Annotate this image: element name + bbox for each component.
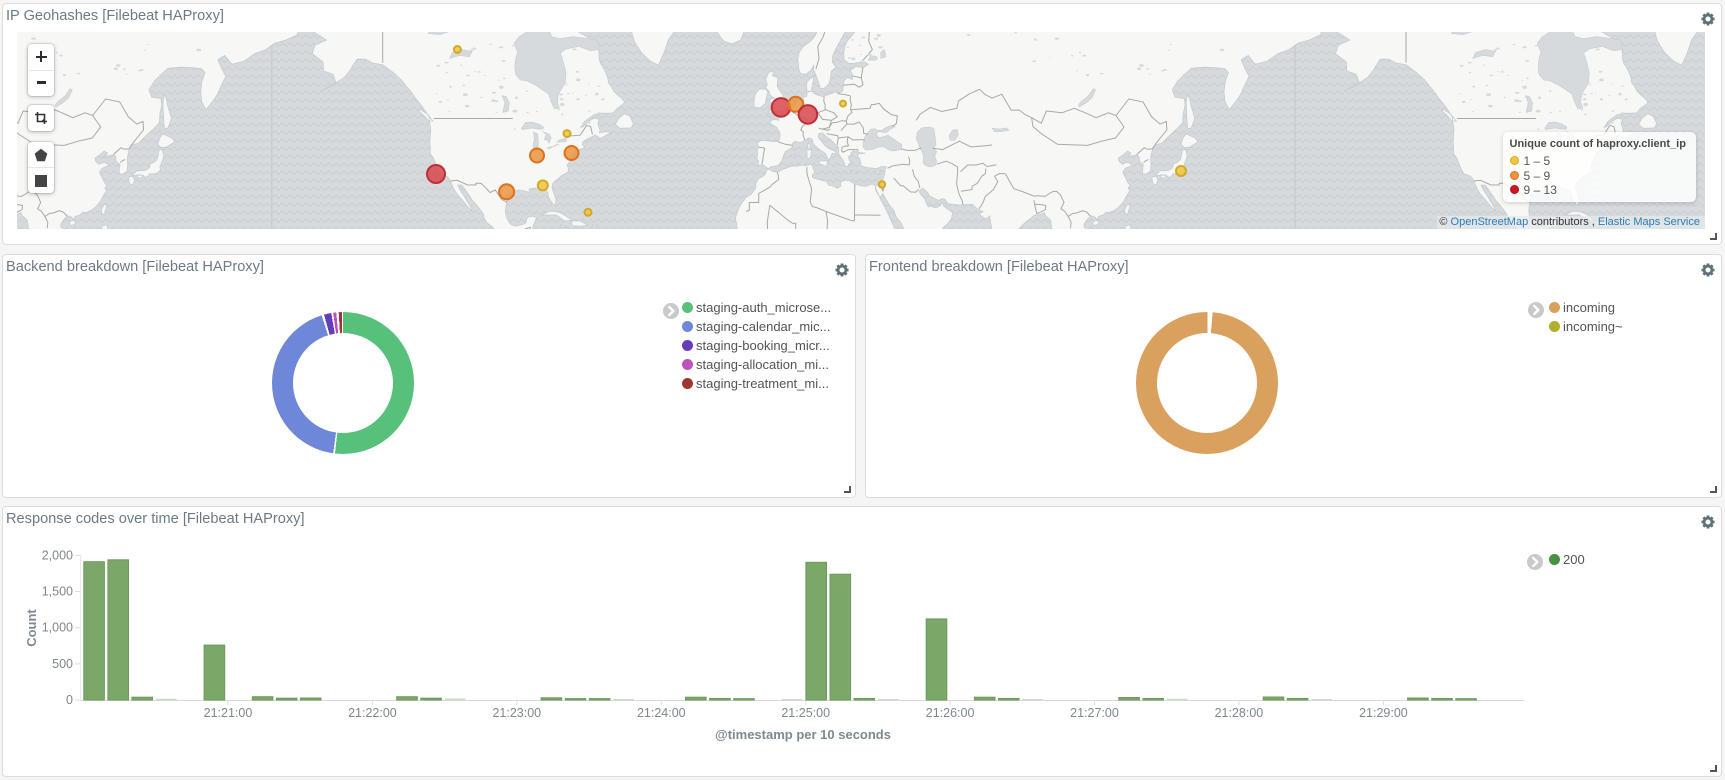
svg-text:21:21:00: 21:21:00	[204, 706, 253, 720]
svg-text:21:26:00: 21:26:00	[926, 706, 975, 720]
svg-text:1,000: 1,000	[42, 621, 73, 635]
svg-text:0: 0	[66, 693, 73, 707]
svg-text:Count: Count	[24, 609, 39, 647]
svg-text:@timestamp per 10 seconds: @timestamp per 10 seconds	[715, 727, 891, 742]
svg-text:500: 500	[52, 657, 73, 671]
svg-text:1,500: 1,500	[42, 585, 73, 599]
svg-text:21:24:00: 21:24:00	[637, 706, 686, 720]
svg-text:21:25:00: 21:25:00	[781, 706, 830, 720]
svg-text:21:28:00: 21:28:00	[1215, 706, 1264, 720]
svg-text:2,000: 2,000	[42, 548, 73, 562]
svg-text:21:22:00: 21:22:00	[348, 706, 397, 720]
svg-text:21:23:00: 21:23:00	[492, 706, 541, 720]
svg-text:21:27:00: 21:27:00	[1070, 706, 1119, 720]
svg-text:21:29:00: 21:29:00	[1359, 706, 1408, 720]
